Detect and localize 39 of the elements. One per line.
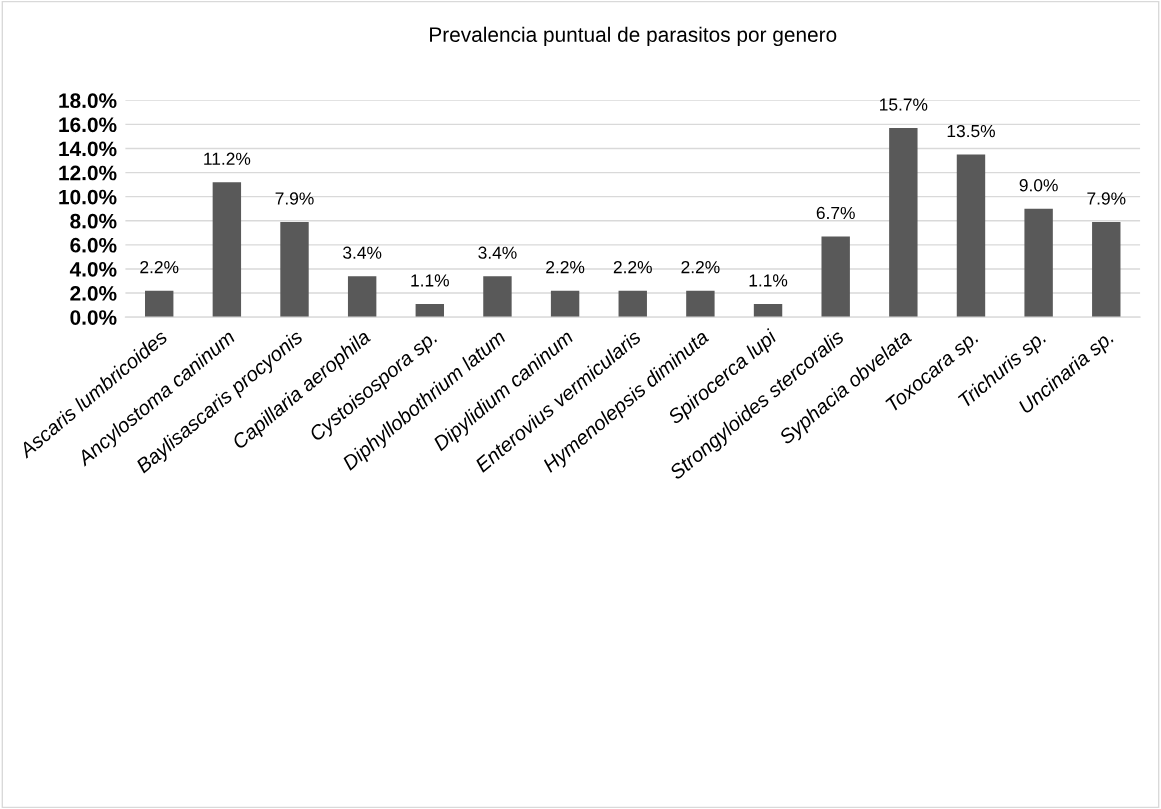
data-label: 9.0%: [1019, 179, 1058, 192]
bar: [956, 154, 986, 318]
data-label: 15.7%: [880, 98, 928, 111]
bar: [821, 236, 850, 318]
data-label: 7.9%: [1087, 192, 1126, 205]
y-tick-label: 10.0%: [59, 189, 117, 205]
data-label: 3.4%: [343, 246, 382, 259]
y-tick-label: 18.0%: [59, 93, 117, 109]
data-label: 2.2%: [681, 261, 720, 274]
y-tick-label: 0.0%: [70, 310, 117, 325]
data-label: 3.4%: [478, 246, 517, 259]
data-label: 2.2%: [140, 261, 179, 274]
bar: [145, 290, 174, 318]
data-label: 13.5%: [947, 124, 995, 138]
bar: [212, 182, 242, 318]
data-label: 7.9%: [275, 192, 314, 205]
bar: [1024, 208, 1053, 318]
y-tick-label: 2.0%: [70, 286, 117, 301]
y-tick-label: 6.0%: [70, 237, 117, 253]
data-label: 1.1%: [411, 274, 449, 287]
y-tick-label: 14.0%: [59, 141, 117, 157]
bar: [618, 290, 647, 318]
y-tick-label: 8.0%: [70, 213, 117, 229]
bar: [686, 290, 715, 318]
data-label: 1.1%: [749, 274, 788, 287]
bar: [347, 276, 377, 318]
data-label: 11.2%: [204, 152, 251, 165]
y-tick-label: 4.0%: [69, 261, 117, 277]
data-label: 6.7%: [816, 206, 855, 220]
bar: [889, 128, 918, 318]
y-tick-label: 16.0%: [59, 117, 117, 133]
data-label: 2.2%: [546, 261, 585, 274]
bar: [483, 276, 512, 318]
bar: [1092, 221, 1121, 318]
bar: [280, 221, 309, 318]
bar: [550, 290, 580, 318]
data-label: 2.2%: [613, 261, 652, 274]
y-tick-label: 12.0%: [59, 165, 117, 181]
chart-title: Prevalencia puntual de parasitos por genero: [430, 26, 837, 47]
